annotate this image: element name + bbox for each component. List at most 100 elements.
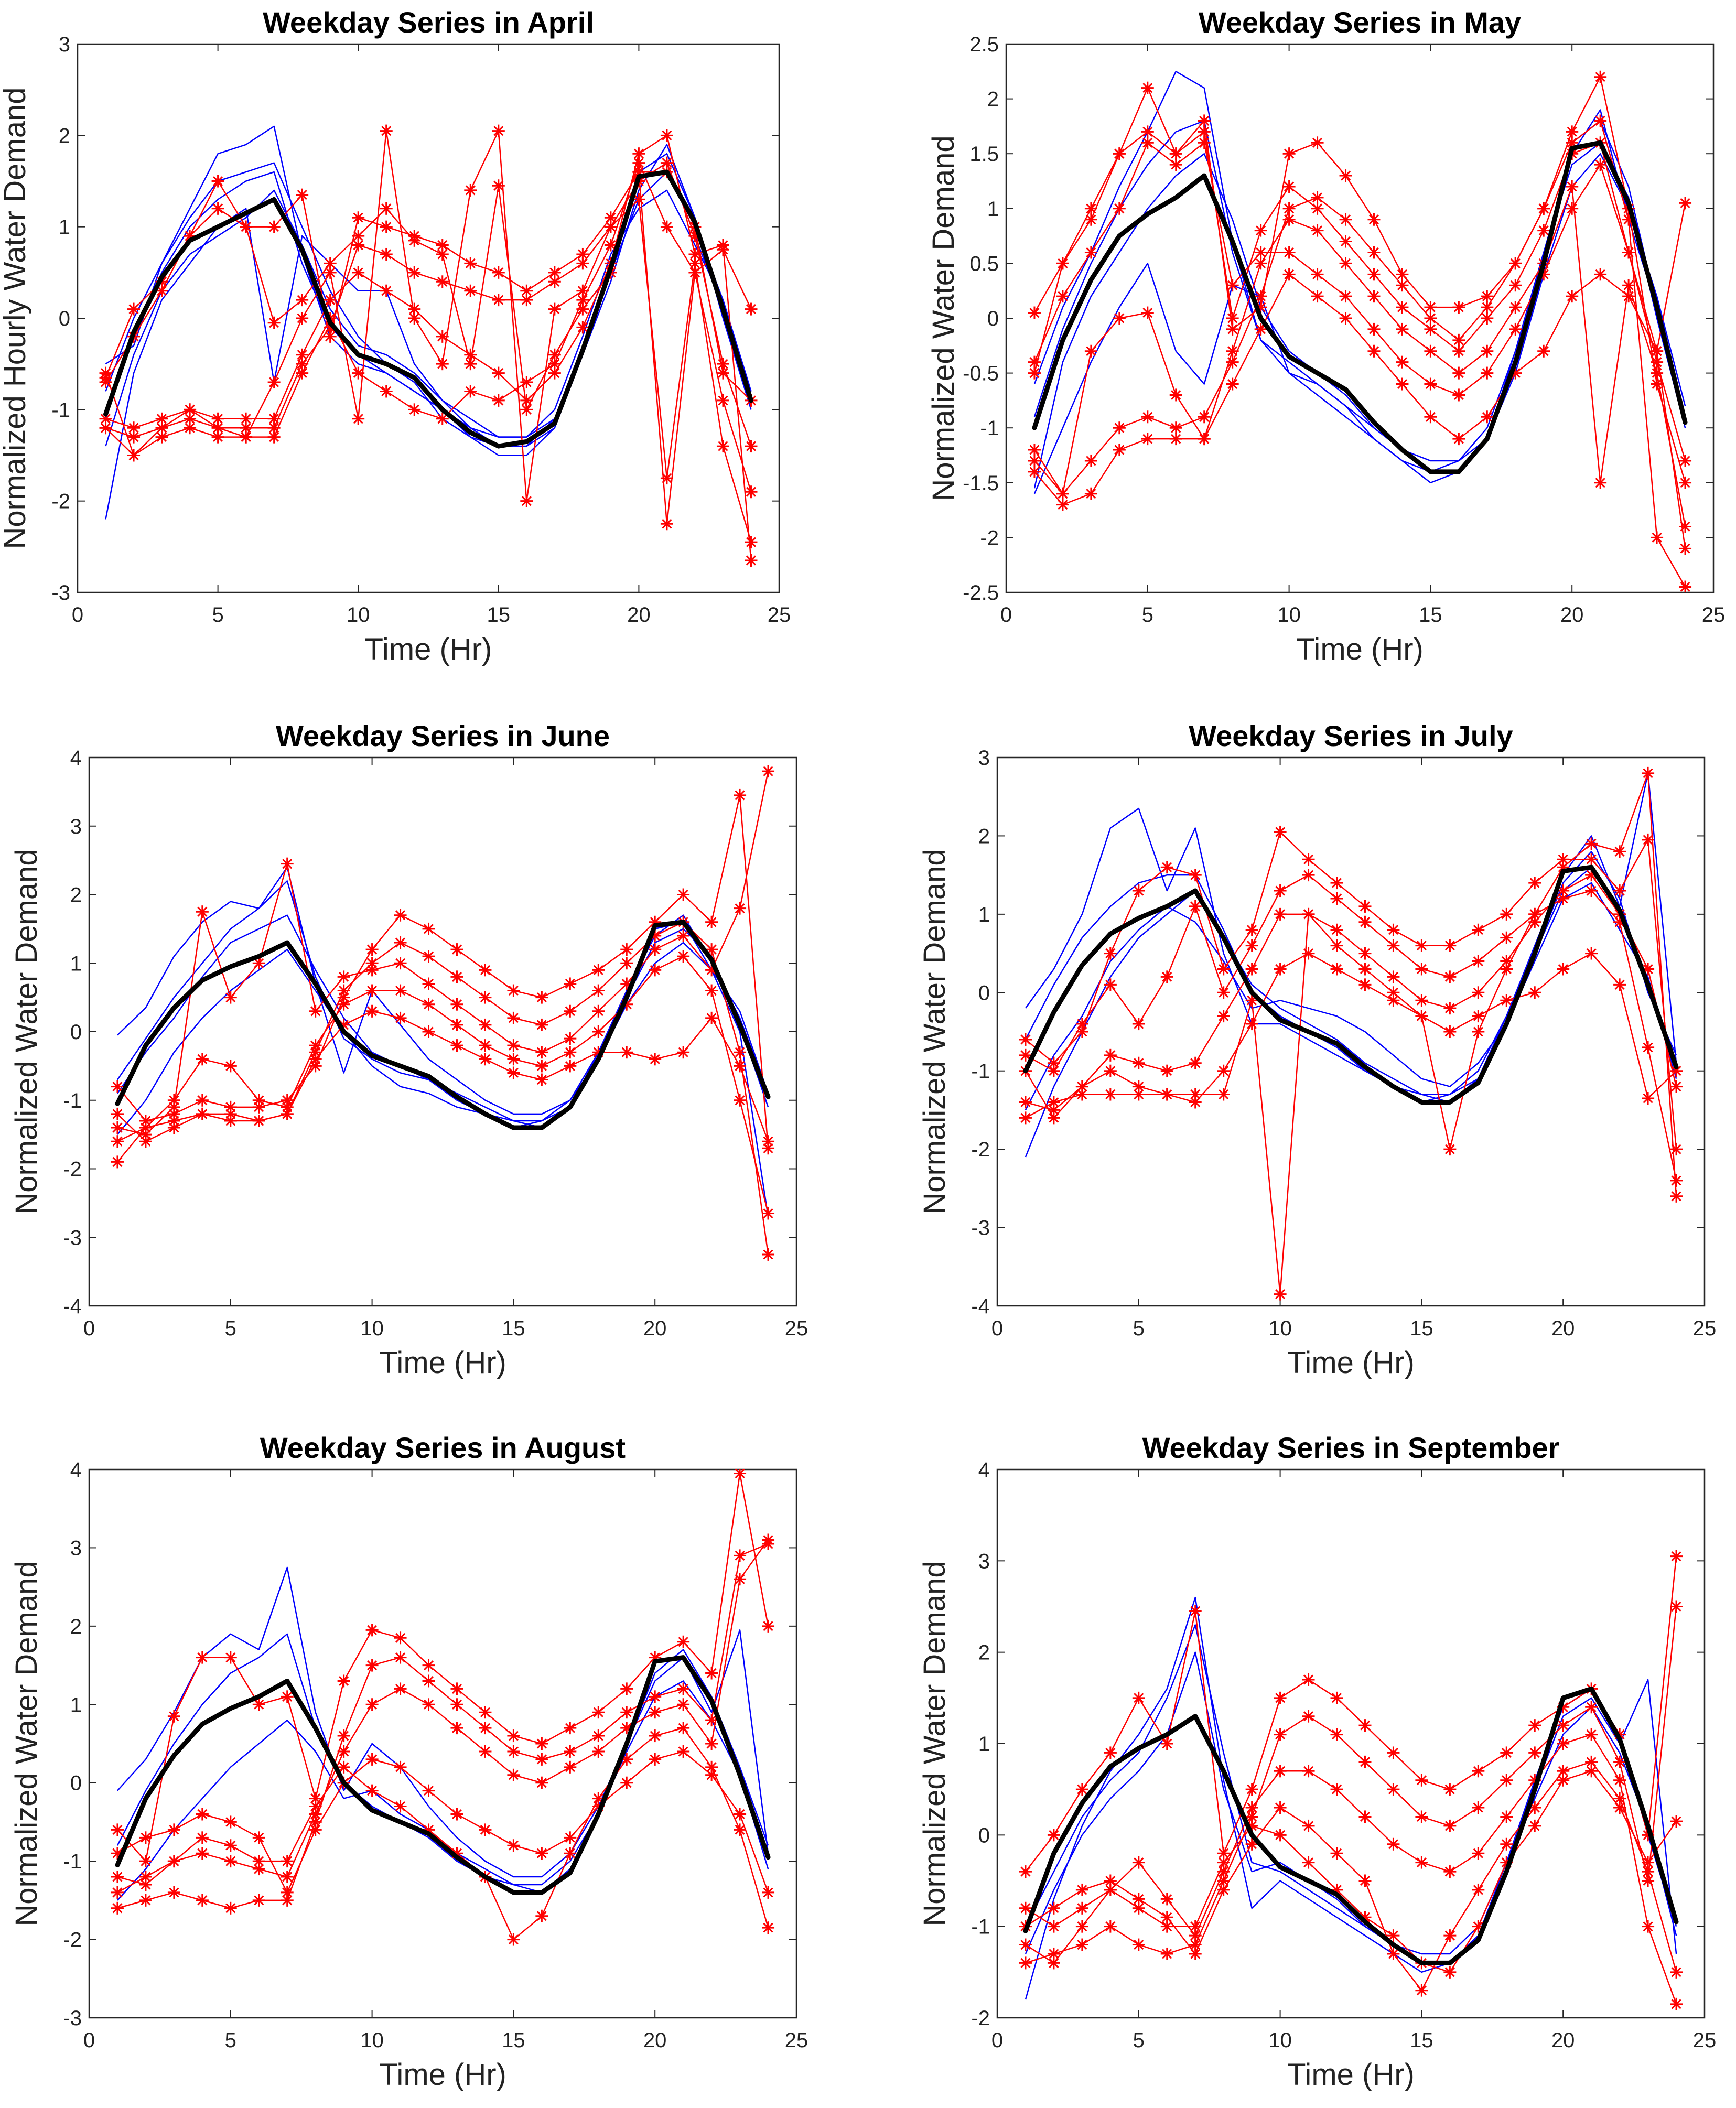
red-series-marker <box>1387 994 1400 1007</box>
red-series-marker <box>620 1682 633 1695</box>
red-series-marker <box>620 1046 633 1059</box>
mean-series-line <box>115 920 771 1130</box>
red-series-marker <box>1132 1938 1145 1951</box>
red-series-marker <box>1670 1600 1683 1613</box>
red-series-marker <box>1160 1088 1173 1101</box>
y-tick-label: 0 <box>70 1772 82 1795</box>
red-series-marker <box>604 239 617 252</box>
red-series-marker <box>1472 986 1485 999</box>
x-tick-label: 10 <box>360 2029 384 2052</box>
x-axis-label: Time (Hr) <box>1287 1346 1415 1380</box>
red-series-marker <box>1311 136 1324 149</box>
plot-area <box>1019 766 1683 1301</box>
chart-title: Weekday Series in September <box>1142 1431 1560 1464</box>
red-series-marker <box>1443 1143 1457 1156</box>
red-series-marker <box>677 1682 690 1695</box>
x-tick-label: 15 <box>1419 603 1442 626</box>
red-series-marker <box>1132 1088 1145 1101</box>
axes-frame <box>1005 43 1715 593</box>
red-series-marker <box>1585 1728 1598 1741</box>
y-tick-label: 0.5 <box>969 252 999 275</box>
red-series-marker <box>548 366 561 380</box>
red-series-marker <box>1282 246 1296 259</box>
y-tick-label: 0 <box>70 1021 82 1044</box>
red-series-marker <box>352 412 365 425</box>
x-tick-label: 25 <box>785 1317 808 1340</box>
red-series-marker <box>1642 1920 1655 1933</box>
red-series-marker <box>352 230 365 243</box>
x-tick-label: 10 <box>1277 603 1301 626</box>
red-series-marker <box>1424 322 1437 336</box>
red-series-marker <box>296 366 309 380</box>
red-series-marker <box>1594 114 1607 127</box>
red-series-marker <box>224 1839 237 1852</box>
y-tick-label: 1 <box>59 216 70 239</box>
red-series-marker <box>267 316 281 329</box>
red-series-marker <box>252 1831 265 1844</box>
red-series-marker <box>337 970 350 983</box>
red-series-marker <box>1415 1984 1428 1997</box>
y-tick-label: -2 <box>971 1138 990 1161</box>
red-series-marker <box>716 243 729 256</box>
x-axis-label: Time (Hr) <box>379 1346 506 1380</box>
red-series-marker <box>1113 444 1126 457</box>
red-series-marker <box>1282 268 1296 281</box>
red-series-marker <box>1339 235 1352 248</box>
red-series-marker <box>380 124 393 137</box>
y-axis-label: Normalized Water Demand <box>9 1561 44 1926</box>
red-series-marker <box>394 936 407 949</box>
red-series-marker <box>592 1729 605 1743</box>
red-series-marker <box>309 1039 322 1052</box>
red-series-marker <box>422 950 435 963</box>
y-tick-label: 2 <box>70 1615 82 1638</box>
red-series-marker <box>394 1760 407 1774</box>
red-series-marker <box>1415 1010 1428 1023</box>
red-series-marker <box>1084 454 1097 467</box>
red-series-line-2 <box>1025 831 1677 1150</box>
red-series-marker <box>1339 290 1352 303</box>
red-series-marker <box>1141 410 1154 424</box>
chart-title: Weekday Series in April <box>263 6 594 39</box>
red-series-marker <box>688 266 702 279</box>
red-series-marker <box>1084 487 1097 500</box>
red-series-marker <box>734 1823 747 1836</box>
blue-series-line-2 <box>117 1680 769 1901</box>
y-tick-label: 3 <box>70 1537 82 1560</box>
red-series-marker <box>1500 931 1513 944</box>
x-tick-label: 0 <box>991 2029 1003 2052</box>
red-series-marker <box>1028 444 1041 457</box>
red-series-marker <box>660 156 673 169</box>
x-axis-label: Time (Hr) <box>365 632 492 666</box>
red-series-marker <box>507 1745 520 1758</box>
red-series-marker <box>436 247 449 261</box>
red-series-marker <box>1613 978 1626 991</box>
y-tick-label: -2 <box>51 490 70 513</box>
red-series-marker <box>564 1760 577 1774</box>
red-series-marker <box>1198 125 1211 138</box>
red-series-marker <box>352 266 365 279</box>
red-series-marker <box>450 1698 463 1711</box>
red-series-marker <box>422 1659 435 1672</box>
red-series-marker <box>352 366 365 380</box>
y-tick-label: -1 <box>971 1916 990 1939</box>
blue-series-line-5 <box>105 153 752 447</box>
red-series-marker <box>1104 1883 1117 1896</box>
red-series-marker <box>745 554 758 567</box>
x-axis-label: Time (Hr) <box>379 2058 506 2092</box>
red-series-marker <box>1019 1033 1032 1046</box>
x-tick-label: 15 <box>487 603 511 626</box>
red-series-marker <box>211 175 224 188</box>
red-series-marker <box>1424 301 1437 314</box>
red-series-marker <box>1217 963 1230 976</box>
red-series-marker <box>1613 1774 1626 1787</box>
x-tick-label: 20 <box>643 2029 667 2052</box>
red-series-marker <box>1282 147 1296 160</box>
red-series-marker <box>365 1753 379 1766</box>
red-series-marker <box>1189 1096 1202 1109</box>
y-tick-label: 1.5 <box>969 143 999 166</box>
red-series-marker <box>1217 1856 1230 1869</box>
y-tick-label: 1 <box>70 952 82 975</box>
red-series-marker <box>507 984 520 997</box>
red-series-marker <box>1274 1728 1287 1741</box>
red-series-marker <box>1198 410 1211 424</box>
